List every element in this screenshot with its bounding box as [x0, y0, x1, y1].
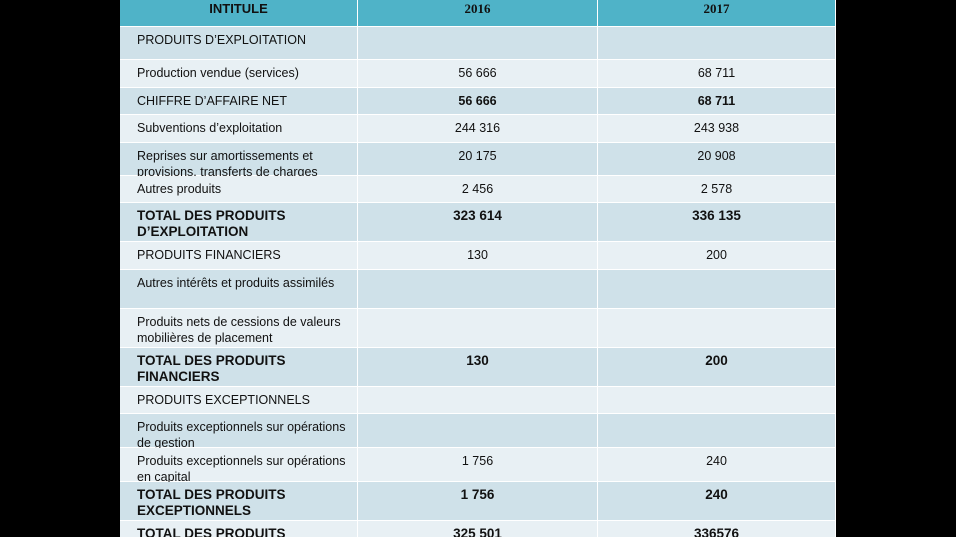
value-cell: 200 — [598, 242, 836, 270]
value-cell: 56 666 — [358, 88, 598, 115]
value-cell: 1 756 — [358, 482, 598, 521]
value-cell: 130 — [358, 348, 598, 387]
value-cell — [358, 414, 598, 448]
value-cell — [598, 270, 836, 309]
value-cell — [598, 309, 836, 348]
value-cell: 325 501 — [358, 521, 598, 537]
value-cell: 68 711 — [598, 88, 836, 115]
label-cell: Produits exceptionnels sur opérations de… — [120, 414, 358, 450]
value-cell: 1 756 — [358, 448, 598, 482]
value-cell — [598, 414, 836, 448]
value-cell: 336 135 — [598, 203, 836, 242]
label-cell: TOTAL DES PRODUITS — [120, 521, 358, 537]
value-cell: 240 — [598, 482, 836, 521]
value-cell: 2 456 — [358, 176, 598, 203]
label-cell: Produits nets de cessions de valeurs mob… — [120, 309, 358, 348]
label-cell: TOTAL DES PRODUITS EXCEPTIONNELS — [120, 482, 358, 521]
label-cell: CHIFFRE D’AFFAIRE NET — [120, 88, 358, 115]
label-cell: Subventions d’exploitation — [120, 115, 358, 143]
value-cell: 200 — [598, 348, 836, 387]
value-cell: 240 — [598, 448, 836, 482]
value-cell: 20 908 — [598, 143, 836, 176]
label-cell: TOTAL DES PRODUITS D’EXPLOITATION — [120, 203, 358, 242]
label-cell: Autres intérêts et produits assimilés — [120, 270, 358, 309]
label-cell: TOTAL DES PRODUITS FINANCIERS — [120, 348, 358, 387]
label-cell: Autres produits — [120, 176, 358, 203]
value-cell: 336576 — [598, 521, 836, 537]
value-cell: 323 614 — [358, 203, 598, 242]
value-cell: 243 938 — [598, 115, 836, 143]
header-cell: INTITULE — [120, 0, 358, 27]
value-cell: 244 316 — [358, 115, 598, 143]
table: INTITULE 2016 2017 PRODUITS D’EXPLOITATI… — [120, 0, 836, 537]
value-cell — [598, 387, 836, 414]
value-cell — [358, 309, 598, 348]
value-cell — [598, 27, 836, 60]
label-cell: Production vendue (services) — [120, 60, 358, 88]
value-cell: 20 175 — [358, 143, 598, 176]
value-cell: 2 578 — [598, 176, 836, 203]
value-cell: 56 666 — [358, 60, 598, 88]
label-cell: PRODUITS FINANCIERS — [120, 242, 358, 270]
header-cell: 2017 — [598, 0, 836, 27]
label-cell: Reprises sur amortissements et provision… — [120, 143, 358, 179]
value-cell — [358, 387, 598, 414]
header-cell: 2016 — [358, 0, 598, 27]
label-cell: PRODUITS D’EXPLOITATION — [120, 27, 358, 60]
label-cell: Produits exceptionnels sur opérations en… — [120, 448, 358, 484]
value-cell — [358, 27, 598, 60]
value-cell — [358, 270, 598, 309]
label-cell: PRODUITS EXCEPTIONNELS — [120, 387, 358, 414]
value-cell: 68 711 — [598, 60, 836, 88]
value-cell: 130 — [358, 242, 598, 270]
